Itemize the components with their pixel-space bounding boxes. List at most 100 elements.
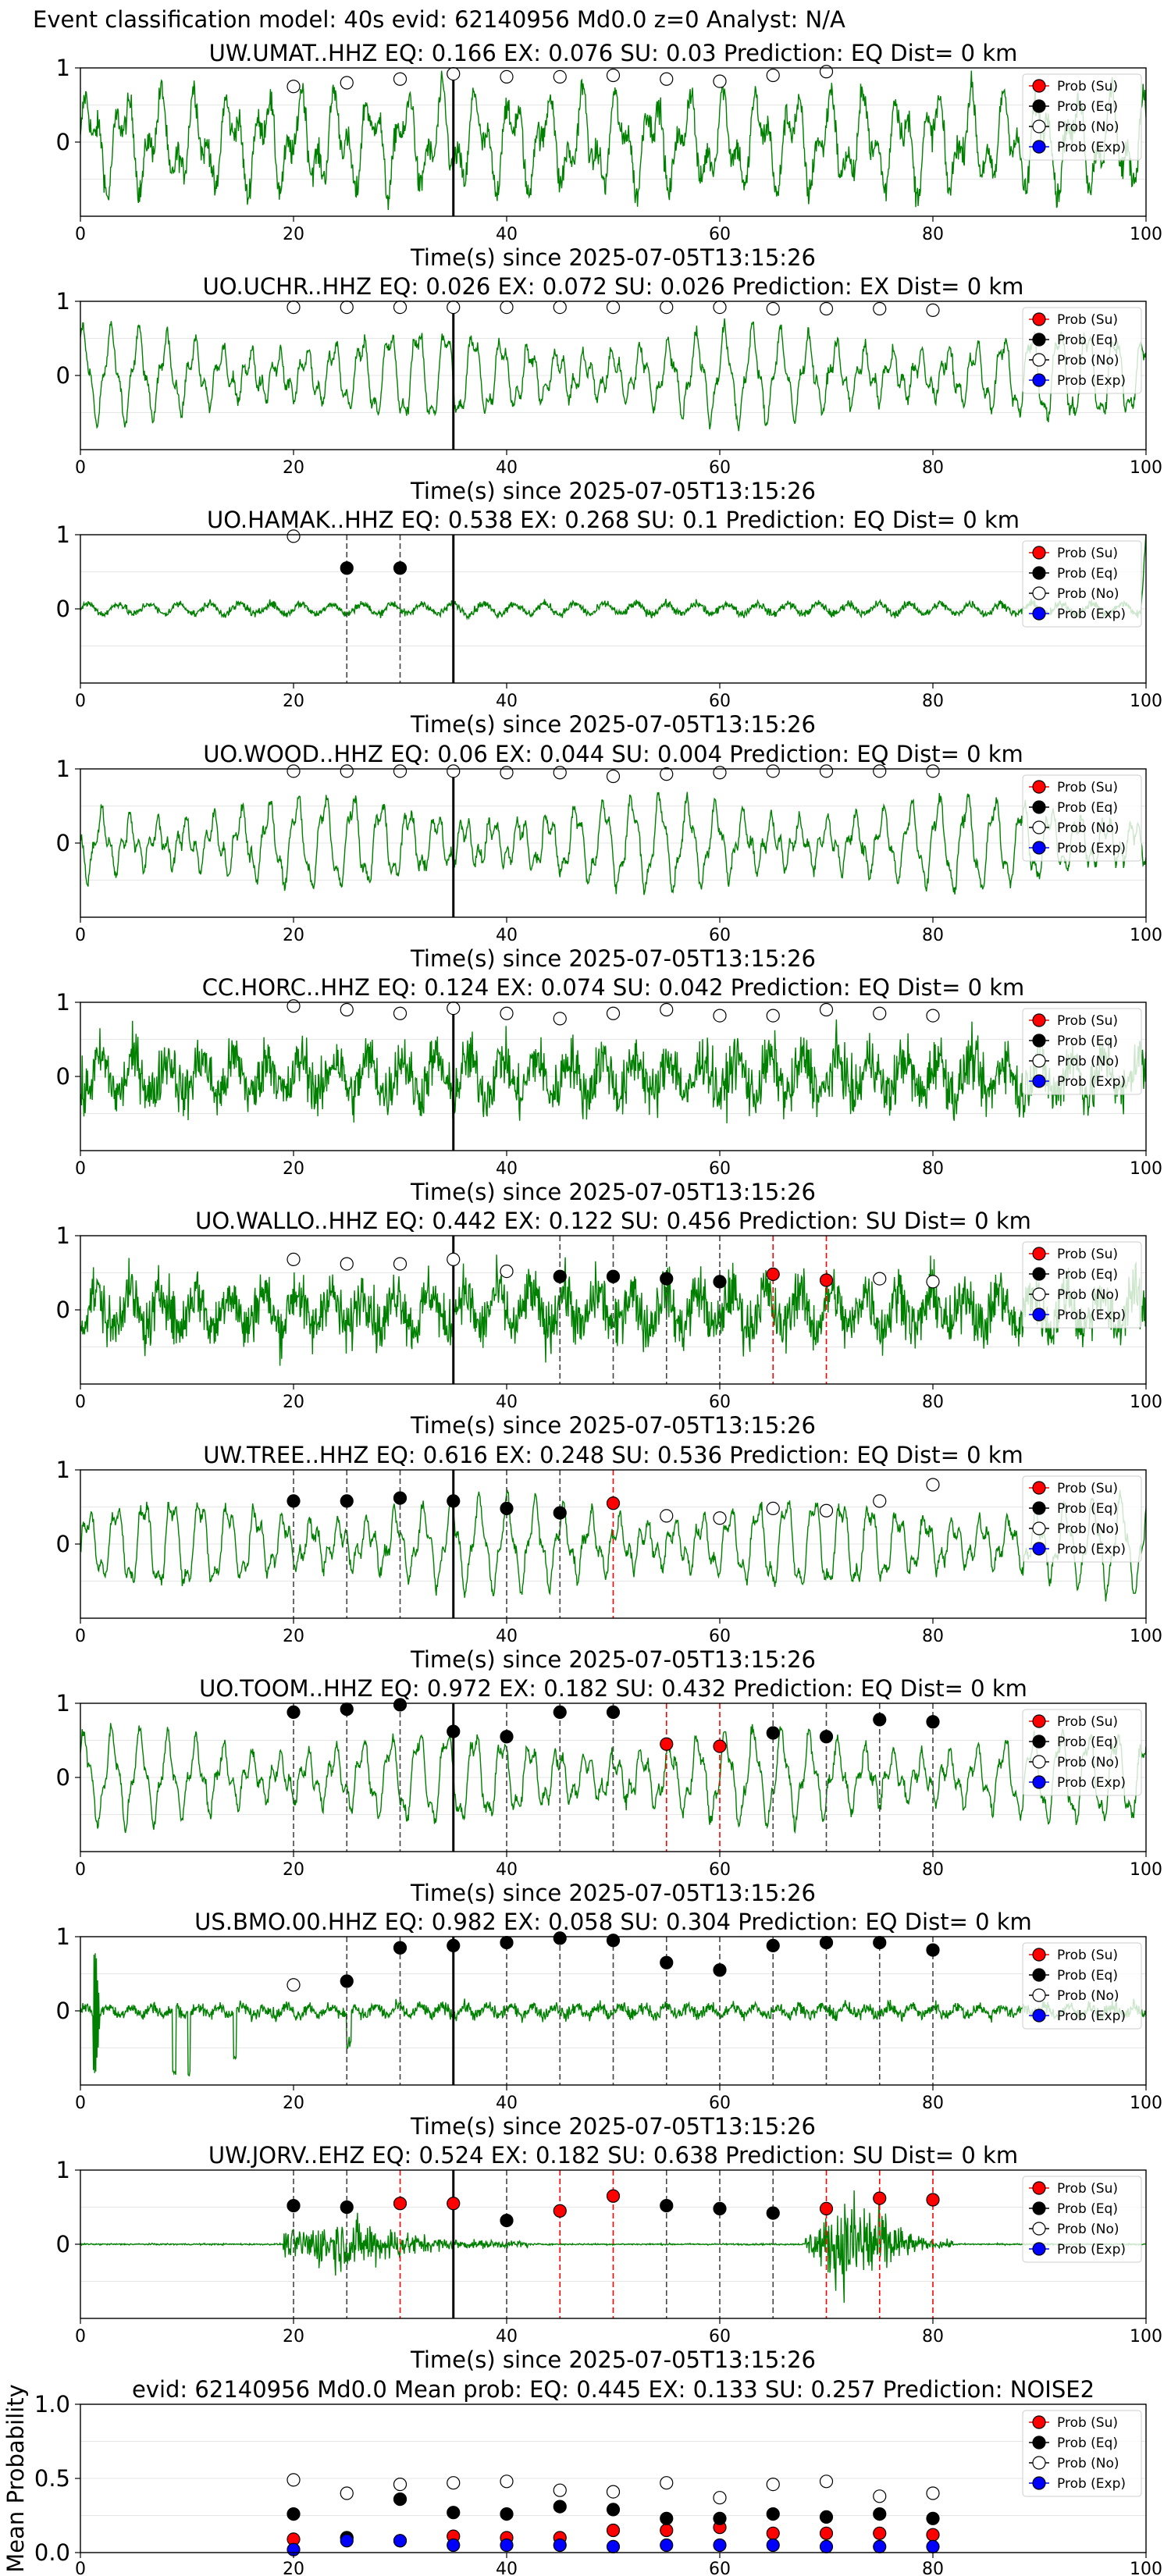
x-tick-label: 20 <box>283 692 304 711</box>
prob-marker-no <box>766 301 780 316</box>
prob-marker-su <box>819 2201 834 2215</box>
prob-marker-su <box>447 2197 461 2211</box>
prob-marker-no <box>287 764 301 778</box>
legend-label-su: Prob (Su) <box>1057 780 1118 795</box>
x-axis-label: Time(s) since 2025-07-05T13:15:26 <box>410 945 816 972</box>
y-tick-label: 1 <box>56 1222 70 1249</box>
mean-marker-no <box>873 2489 887 2503</box>
waveform-trace <box>80 318 1146 432</box>
prob-marker-no <box>819 1503 834 1517</box>
prob-marker-no <box>393 1257 408 1271</box>
panel-4: UO.WOOD..HHZ EQ: 0.06 EX: 0.044 SU: 0.00… <box>56 741 1162 972</box>
mean-marker-su <box>873 2526 887 2540</box>
legend-label-exp: Prob (Exp) <box>1057 2476 1126 2492</box>
prob-marker-su <box>553 2204 567 2218</box>
prob-marker-no <box>393 1006 408 1020</box>
legend-label-no: Prob (No) <box>1057 1521 1119 1537</box>
x-tick-label: 60 <box>709 1860 731 1880</box>
prob-marker-eq <box>340 1494 354 1508</box>
panel-11: evid: 62140956 Md0.0 Mean prob: EQ: 0.44… <box>2 2376 1162 2576</box>
waveform-trace <box>80 70 1146 211</box>
mean-marker-su <box>766 2526 780 2540</box>
x-tick-label: 100 <box>1130 2327 1162 2347</box>
mean-marker-exp <box>926 2539 940 2553</box>
prob-marker-eq <box>926 1715 940 1729</box>
legend-label-no: Prob (No) <box>1057 1287 1119 1303</box>
panel-title: UW.TREE..HHZ EQ: 0.616 EX: 0.248 SU: 0.5… <box>203 1442 1023 1468</box>
legend-label-eq: Prob (Eq) <box>1057 2201 1118 2217</box>
x-tick-label: 80 <box>922 225 944 244</box>
prob-marker-no <box>287 80 301 94</box>
y-tick-label: 1.0 <box>34 2391 70 2418</box>
y-tick-label: 1 <box>56 1690 70 1717</box>
mean-marker-no <box>500 2475 514 2489</box>
x-tick-label: 80 <box>922 2560 944 2576</box>
y-tick-label: 0 <box>56 2231 70 2258</box>
y-tick-label: 1 <box>56 2157 70 2183</box>
legend-label-eq: Prob (Eq) <box>1057 800 1118 816</box>
prob-marker-no <box>500 301 514 315</box>
legend-marker-su <box>1032 1948 1046 1962</box>
x-tick-label: 100 <box>1130 1393 1162 1412</box>
prob-marker-no <box>606 301 621 315</box>
x-axis-label: Time(s) since 2025-07-05T13:15:26 <box>410 711 816 738</box>
legend-marker-eq <box>1032 333 1046 347</box>
mean-marker-no <box>713 2491 727 2505</box>
legend-marker-exp <box>1032 2242 1046 2256</box>
prob-marker-no <box>660 1002 674 1017</box>
mean-marker-no <box>553 2483 567 2497</box>
mean-marker-eq <box>660 2511 674 2525</box>
prob-marker-no <box>819 301 834 316</box>
x-axis-label: Time(s) since 2025-07-05T13:15:26 <box>410 1646 816 1673</box>
x-tick-label: 0 <box>75 926 86 945</box>
legend-box <box>1022 540 1142 628</box>
x-tick-label: 40 <box>496 1159 518 1179</box>
prob-marker-eq <box>766 1726 780 1740</box>
legend-label-su: Prob (Su) <box>1057 546 1118 561</box>
legend-marker-exp <box>1032 1308 1046 1322</box>
legend-box <box>1022 774 1142 862</box>
x-tick-label: 80 <box>922 1393 944 1412</box>
panel-7: UW.TREE..HHZ EQ: 0.616 EX: 0.248 SU: 0.5… <box>56 1442 1162 1673</box>
x-tick-label: 60 <box>709 2560 731 2576</box>
legend-label-exp: Prob (Exp) <box>1057 1074 1126 1090</box>
mean-marker-eq <box>926 2511 940 2525</box>
x-axis-label: Time(s) since 2025-07-05T13:15:26 <box>410 2113 816 2140</box>
mean-marker-no <box>819 2475 834 2489</box>
panel-title: UW.JORV..EHZ EQ: 0.524 EX: 0.182 SU: 0.6… <box>208 2142 1018 2169</box>
legend-label-su: Prob (Su) <box>1057 1481 1118 1496</box>
legend-label-exp: Prob (Exp) <box>1057 1775 1126 1791</box>
prob-marker-eq <box>447 1724 461 1738</box>
mean-marker-exp <box>393 2534 408 2548</box>
legend-marker-no <box>1032 2222 1046 2236</box>
prob-marker-eq <box>287 1494 301 1508</box>
mean-marker-exp <box>447 2538 461 2553</box>
prob-marker-no <box>500 1264 514 1279</box>
mean-marker-eq <box>819 2510 834 2524</box>
mean-marker-exp <box>713 2538 727 2553</box>
legend-label-eq: Prob (Eq) <box>1057 1735 1118 1750</box>
legend-label-su: Prob (Su) <box>1057 1013 1118 1029</box>
legend-marker-no <box>1032 1755 1046 1769</box>
x-tick-label: 80 <box>922 2094 944 2113</box>
prob-marker-eq <box>500 1730 514 1744</box>
prob-marker-eq <box>393 561 408 575</box>
x-tick-label: 80 <box>922 692 944 711</box>
x-tick-label: 20 <box>283 458 304 478</box>
prob-marker-no <box>660 767 674 781</box>
legend-marker-eq <box>1032 2201 1046 2215</box>
mean-marker-exp <box>660 2538 674 2553</box>
legend-label-no: Prob (No) <box>1057 820 1119 836</box>
prob-marker-no <box>766 68 780 83</box>
x-tick-label: 40 <box>496 225 518 244</box>
x-axis-label: Time(s) since 2025-07-05T13:15:26 <box>410 1412 816 1439</box>
mean-marker-exp <box>766 2538 780 2553</box>
prob-marker-eq <box>447 1494 461 1508</box>
mean-marker-exp <box>553 2538 567 2553</box>
y-tick-label: 0 <box>56 1531 70 1557</box>
prob-marker-no <box>660 72 674 86</box>
y-tick-label: 0 <box>56 129 70 155</box>
prob-marker-eq <box>340 561 354 575</box>
legend-label-su: Prob (Su) <box>1057 312 1118 328</box>
prob-marker-eq <box>393 1491 408 1505</box>
